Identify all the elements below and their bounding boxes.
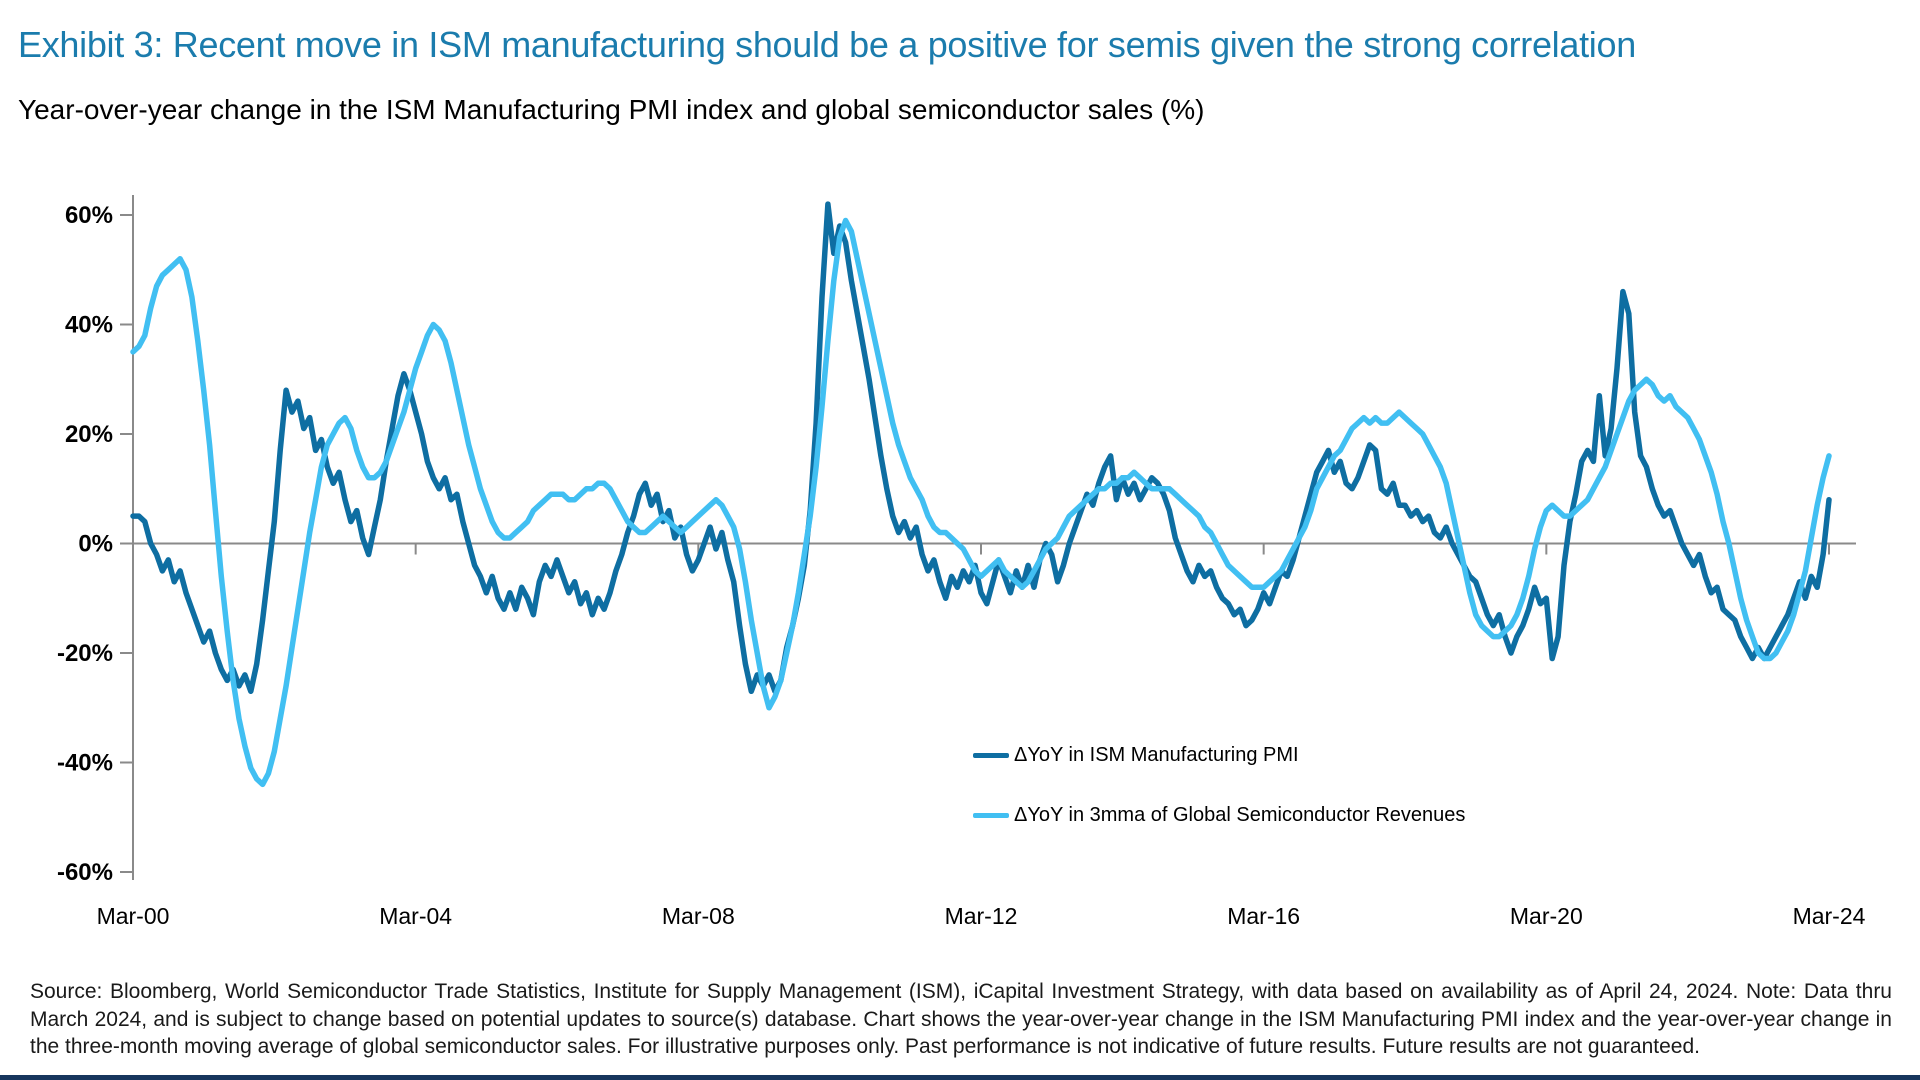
chart-legend: ΔYoY in ISM Manufacturing PMI ΔYoY in 3m…	[973, 742, 1465, 862]
legend-item-ism: ΔYoY in ISM Manufacturing PMI	[973, 742, 1465, 768]
svg-text:-60%: -60%	[57, 859, 113, 886]
source-footnote: Source: Bloomberg, World Semiconductor T…	[30, 980, 1892, 1059]
svg-text:20%: 20%	[65, 421, 113, 448]
svg-text:Mar-00: Mar-00	[97, 903, 170, 929]
bottom-rule	[0, 1075, 1920, 1080]
ism-line-swatch-icon	[973, 752, 1009, 758]
svg-text:-20%: -20%	[57, 640, 113, 667]
svg-text:Mar-08: Mar-08	[662, 903, 735, 929]
exhibit-title: Exhibit 3: Recent move in ISM manufactur…	[18, 24, 1636, 65]
chart-subtitle: Year-over-year change in the ISM Manufac…	[18, 94, 1205, 125]
svg-text:Mar-12: Mar-12	[945, 903, 1018, 929]
legend-item-semis: ΔYoY in 3mma of Global Semiconductor Rev…	[973, 802, 1465, 828]
svg-text:60%: 60%	[65, 202, 113, 229]
legend-label-semis: ΔYoY in 3mma of Global Semiconductor Rev…	[1014, 803, 1466, 826]
semis-line-swatch-icon	[973, 812, 1009, 818]
svg-text:Mar-16: Mar-16	[1227, 903, 1300, 929]
svg-text:Mar-24: Mar-24	[1793, 903, 1866, 929]
svg-text:40%: 40%	[65, 312, 113, 339]
svg-text:Mar-04: Mar-04	[379, 903, 452, 929]
svg-text:Mar-20: Mar-20	[1510, 903, 1583, 929]
svg-text:-40%: -40%	[57, 750, 113, 777]
legend-label-ism: ΔYoY in ISM Manufacturing PMI	[1014, 743, 1299, 766]
svg-text:0%: 0%	[78, 531, 113, 558]
